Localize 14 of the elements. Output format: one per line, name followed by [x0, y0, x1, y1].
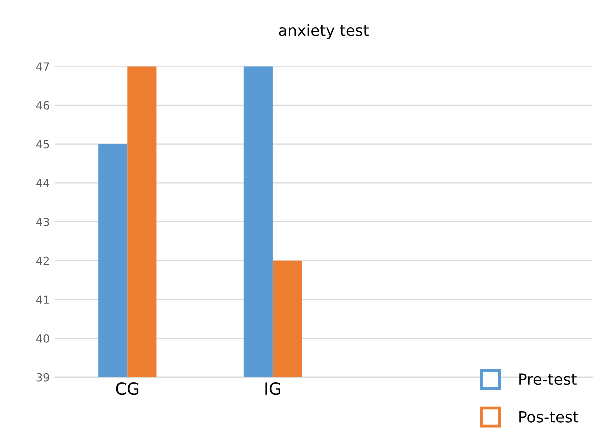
y-tick-label: 47: [36, 62, 50, 71]
legend-label: Pre-test: [520, 374, 577, 386]
y-tick-label: 43: [36, 218, 50, 226]
y-tick-label: 45: [36, 140, 50, 149]
x-tick-label: IG: [266, 382, 281, 396]
legend-label: Pos-test: [520, 411, 579, 423]
x-tick-label: CG: [116, 382, 139, 396]
y-tick-label: 41: [36, 296, 50, 304]
y-tick-label: 44: [36, 179, 50, 188]
chart-title: anxiety test: [279, 24, 369, 40]
y-tick-label: 40: [36, 334, 50, 343]
y-tick-label: 46: [36, 101, 50, 110]
y-tick-label: 39: [36, 373, 50, 382]
y-tick-label: 42: [36, 256, 50, 266]
